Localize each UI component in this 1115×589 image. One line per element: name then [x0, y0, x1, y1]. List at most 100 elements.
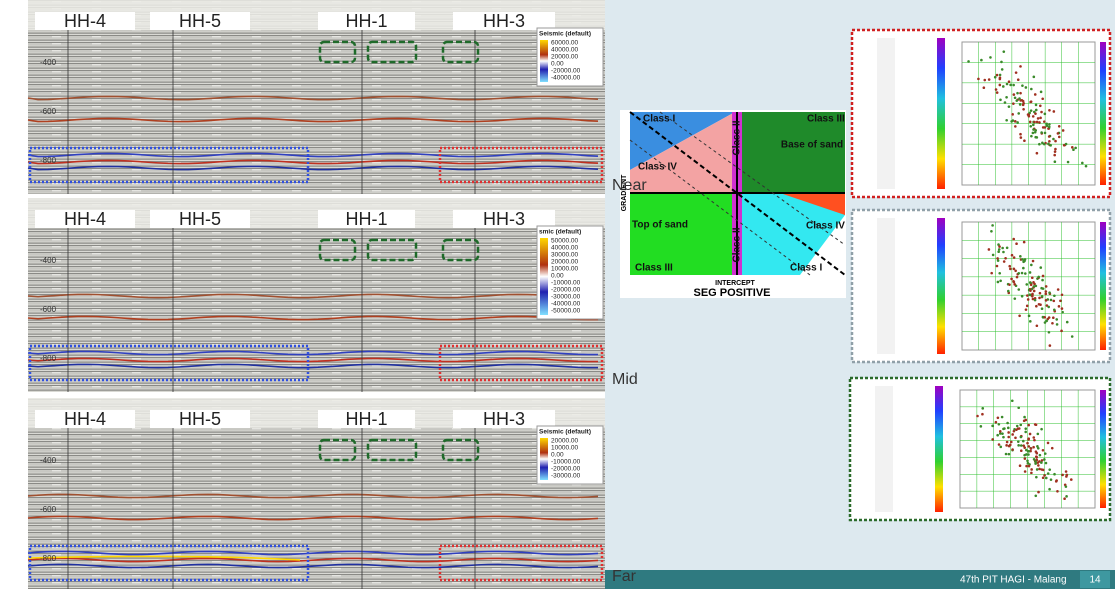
point: [1036, 468, 1039, 471]
point: [991, 438, 994, 441]
point: [1037, 447, 1040, 450]
legend-label: 20000.00: [551, 259, 578, 266]
point: [1061, 474, 1064, 477]
point: [1023, 416, 1026, 419]
point: [1041, 459, 1044, 462]
point: [1034, 93, 1037, 96]
point: [1040, 468, 1043, 471]
zone-label: Base of sand: [781, 140, 843, 151]
point: [1072, 148, 1075, 151]
point: [1042, 476, 1045, 479]
point: [1058, 125, 1061, 128]
point: [1057, 288, 1060, 291]
point: [1007, 290, 1010, 293]
point: [1036, 152, 1039, 155]
point: [1029, 281, 1032, 284]
point: [1014, 120, 1017, 123]
point: [1040, 461, 1043, 464]
point: [1054, 140, 1057, 143]
point: [1045, 299, 1048, 302]
point: [1009, 268, 1012, 271]
point: [1032, 436, 1035, 439]
point: [999, 430, 1002, 433]
point: [1007, 431, 1010, 434]
point: [1085, 165, 1088, 168]
point: [1058, 136, 1061, 139]
point: [1016, 92, 1019, 95]
point: [1013, 268, 1016, 271]
offset-label: Near: [612, 177, 647, 194]
point: [1015, 428, 1018, 431]
point: [1017, 112, 1020, 115]
point: [1017, 406, 1020, 409]
point: [1030, 88, 1033, 91]
point: [1045, 477, 1048, 480]
legend-label: 60000.00: [551, 40, 578, 47]
depth-tick: -400: [40, 256, 57, 265]
point: [1008, 265, 1011, 268]
point: [997, 281, 1000, 284]
plot-colorbar: [1100, 42, 1106, 185]
point: [1039, 266, 1042, 269]
point: [999, 84, 1002, 87]
point: [1015, 242, 1018, 245]
point: [1008, 80, 1011, 83]
point: [1028, 465, 1031, 468]
well-label: HH-5: [179, 409, 221, 429]
point: [1030, 472, 1033, 475]
well-label: HH-1: [345, 11, 387, 31]
well-label: HH-3: [483, 11, 525, 31]
point: [1039, 454, 1042, 457]
depth-tick: -600: [40, 305, 57, 314]
point: [1035, 450, 1038, 453]
point: [1061, 293, 1064, 296]
point: [1030, 264, 1033, 267]
point: [1014, 96, 1017, 99]
point: [1025, 283, 1028, 286]
point: [1024, 457, 1027, 460]
log-colorbar: [935, 386, 943, 512]
legend-label: 0.00: [551, 273, 564, 280]
point: [1041, 97, 1044, 100]
well-label: HH-3: [483, 409, 525, 429]
point: [1012, 84, 1015, 87]
point: [1031, 276, 1034, 279]
log-track: [877, 218, 895, 354]
point: [1014, 269, 1017, 272]
point: [1022, 102, 1025, 105]
class-label: Class IV: [638, 162, 677, 173]
point: [983, 86, 986, 89]
point: [1048, 468, 1051, 471]
point: [1047, 442, 1050, 445]
point: [1056, 323, 1059, 326]
point: [1003, 427, 1006, 430]
point: [1043, 474, 1046, 477]
legend-label: -40000.00: [551, 301, 581, 308]
point: [1027, 453, 1030, 456]
point: [1055, 480, 1058, 483]
point: [1050, 299, 1053, 302]
point: [1002, 50, 1005, 53]
log-track: [875, 386, 893, 512]
point: [1035, 476, 1038, 479]
point: [996, 265, 999, 268]
point: [1065, 495, 1068, 498]
point: [1010, 278, 1013, 281]
point: [1022, 444, 1025, 447]
class-label: Class I: [790, 263, 822, 274]
point: [1011, 399, 1014, 402]
well-label: HH-5: [179, 209, 221, 229]
point: [1005, 453, 1008, 456]
point: [1038, 143, 1041, 146]
point: [1071, 146, 1074, 149]
point: [1038, 468, 1041, 471]
point: [1022, 440, 1025, 443]
point: [1038, 121, 1041, 124]
point: [1045, 290, 1048, 293]
legend-label: 30000.00: [551, 252, 578, 259]
legend-label: 0.00: [551, 452, 564, 459]
log-colorbar: [937, 218, 945, 354]
point: [1026, 305, 1029, 308]
point: [1033, 121, 1036, 124]
point: [1019, 65, 1022, 68]
